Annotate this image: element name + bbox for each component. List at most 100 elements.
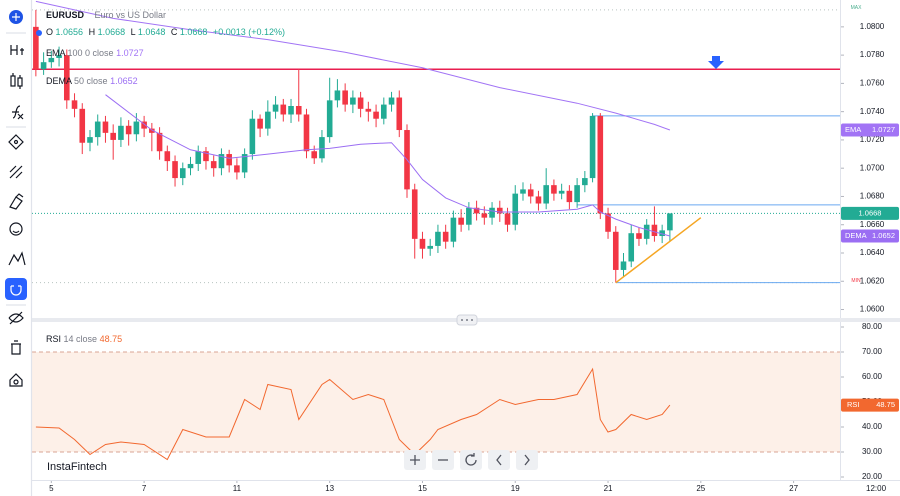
candle-body — [411, 189, 418, 239]
candle-body — [551, 185, 557, 194]
tool-hide[interactable] — [8, 311, 24, 325]
candle-body — [334, 90, 341, 101]
price-tag-label: RSI — [847, 400, 860, 409]
candle-body — [226, 154, 232, 166]
candle-body — [659, 230, 665, 237]
max-label: MAX — [851, 5, 863, 11]
tool-crosshair[interactable] — [8, 134, 24, 150]
candle-body — [241, 154, 248, 173]
price-tag-label: DEMA — [845, 231, 867, 240]
candle-body — [234, 165, 240, 173]
y-tick-label: 60.00 — [862, 372, 883, 381]
candle-body — [179, 168, 186, 179]
candle-body — [71, 100, 78, 109]
tool-remove[interactable] — [11, 340, 21, 355]
alert-arrow[interactable] — [708, 56, 724, 69]
legend-dema: DEMA 50 close 1.0652 — [46, 76, 138, 86]
candle-body — [326, 100, 333, 138]
x-tick-label: 25 — [696, 484, 705, 493]
candle-body — [187, 163, 194, 169]
x-tick-label: 21 — [604, 484, 613, 493]
pane-handle[interactable] — [456, 314, 478, 326]
zoom-controls — [404, 450, 538, 470]
candle-body — [56, 55, 62, 58]
candle-body — [203, 151, 209, 162]
y-tick-label: 1.0720 — [860, 135, 885, 144]
candle-body — [102, 121, 109, 133]
candle-body — [636, 233, 642, 239]
change: +0.0013 (+0.12%) — [213, 27, 285, 37]
ohlc-value: 1.0656 — [56, 27, 84, 37]
tool-chart-type[interactable] — [10, 73, 23, 89]
candle-body — [125, 125, 132, 135]
candle-body — [87, 137, 93, 143]
indicator-value: 1.0652 — [110, 76, 138, 86]
scroll-right-button[interactable] — [516, 450, 538, 470]
candle-body — [249, 118, 256, 155]
candle-body — [388, 97, 395, 105]
zoom-in-button[interactable] — [404, 450, 426, 470]
ohlc-label: O — [46, 27, 53, 37]
legend-ohlc: O 1.0656 H 1.0668 L 1.0648 C 1.0668 +0.0… — [46, 27, 285, 37]
watermark: InstaFintech — [47, 461, 107, 473]
candle-body — [589, 115, 596, 179]
tool-logo[interactable] — [9, 10, 23, 24]
tool-indicators[interactable] — [12, 105, 24, 120]
candle-body — [295, 106, 302, 115]
indicator-params: 14 close — [64, 334, 98, 344]
candle-body — [442, 231, 449, 242]
candle-body — [543, 185, 549, 204]
candle-body — [172, 161, 178, 179]
ohlc-label: C — [171, 27, 178, 37]
price-tag — [841, 206, 899, 220]
tool-timeframe[interactable] — [10, 45, 24, 55]
candle-body — [350, 97, 356, 105]
price-tag-label: 1.0668 — [859, 208, 882, 217]
candle-body — [357, 97, 364, 109]
price-tag-label: 48.75 — [876, 400, 895, 409]
tool-trendline[interactable] — [9, 165, 23, 179]
zoom-out-button[interactable] — [432, 450, 454, 470]
candle-body — [257, 118, 263, 129]
min-label: MIN — [851, 278, 861, 284]
legend-title: EURUSD Euro vs US Dollar — [46, 10, 166, 20]
candle-body — [597, 115, 604, 214]
y-tick-label: 20.00 — [862, 472, 883, 481]
y-tick-label: 1.0600 — [860, 305, 885, 314]
y-tick-label: 1.0760 — [860, 78, 885, 87]
price-tag — [841, 229, 899, 243]
candle-body — [118, 125, 124, 140]
scroll-left-button[interactable] — [488, 450, 510, 470]
ohlc-label: H — [89, 27, 96, 37]
description: Euro vs US Dollar — [95, 10, 167, 20]
x-tick-label: 11 — [233, 484, 242, 493]
tool-emoji[interactable] — [9, 222, 23, 236]
candle-body — [620, 261, 627, 270]
y-tick-label: 80.00 — [862, 322, 883, 331]
x-tick-label: 7 — [142, 484, 147, 493]
tool-brush[interactable] — [9, 193, 24, 210]
candle-body — [365, 108, 372, 112]
candle-body — [643, 224, 650, 239]
indicator-name: EMA — [46, 48, 66, 58]
legend-ema: EMA 100 0 close 1.0727 — [46, 48, 144, 58]
candle-body — [381, 104, 387, 119]
candle-body — [582, 178, 588, 186]
candle-body — [427, 245, 434, 249]
price-tag-label: 1.0652 — [872, 231, 895, 240]
candle-body — [612, 231, 619, 270]
x-tick-label: 27 — [789, 484, 798, 493]
candle-body — [373, 111, 379, 119]
candle-body — [110, 132, 116, 140]
x-tick-label: 15 — [418, 484, 427, 493]
tool-object-tree[interactable] — [9, 373, 23, 387]
indicator-line — [35, 0, 671, 131]
tool-measure[interactable] — [8, 251, 26, 266]
tool-magnet[interactable] — [5, 278, 27, 300]
y-tick-label: 1.0640 — [860, 248, 885, 257]
candle-body — [473, 207, 480, 214]
candle-body — [48, 57, 55, 63]
reset-button[interactable] — [460, 450, 482, 470]
price-tag-label: 1.0727 — [872, 125, 895, 134]
